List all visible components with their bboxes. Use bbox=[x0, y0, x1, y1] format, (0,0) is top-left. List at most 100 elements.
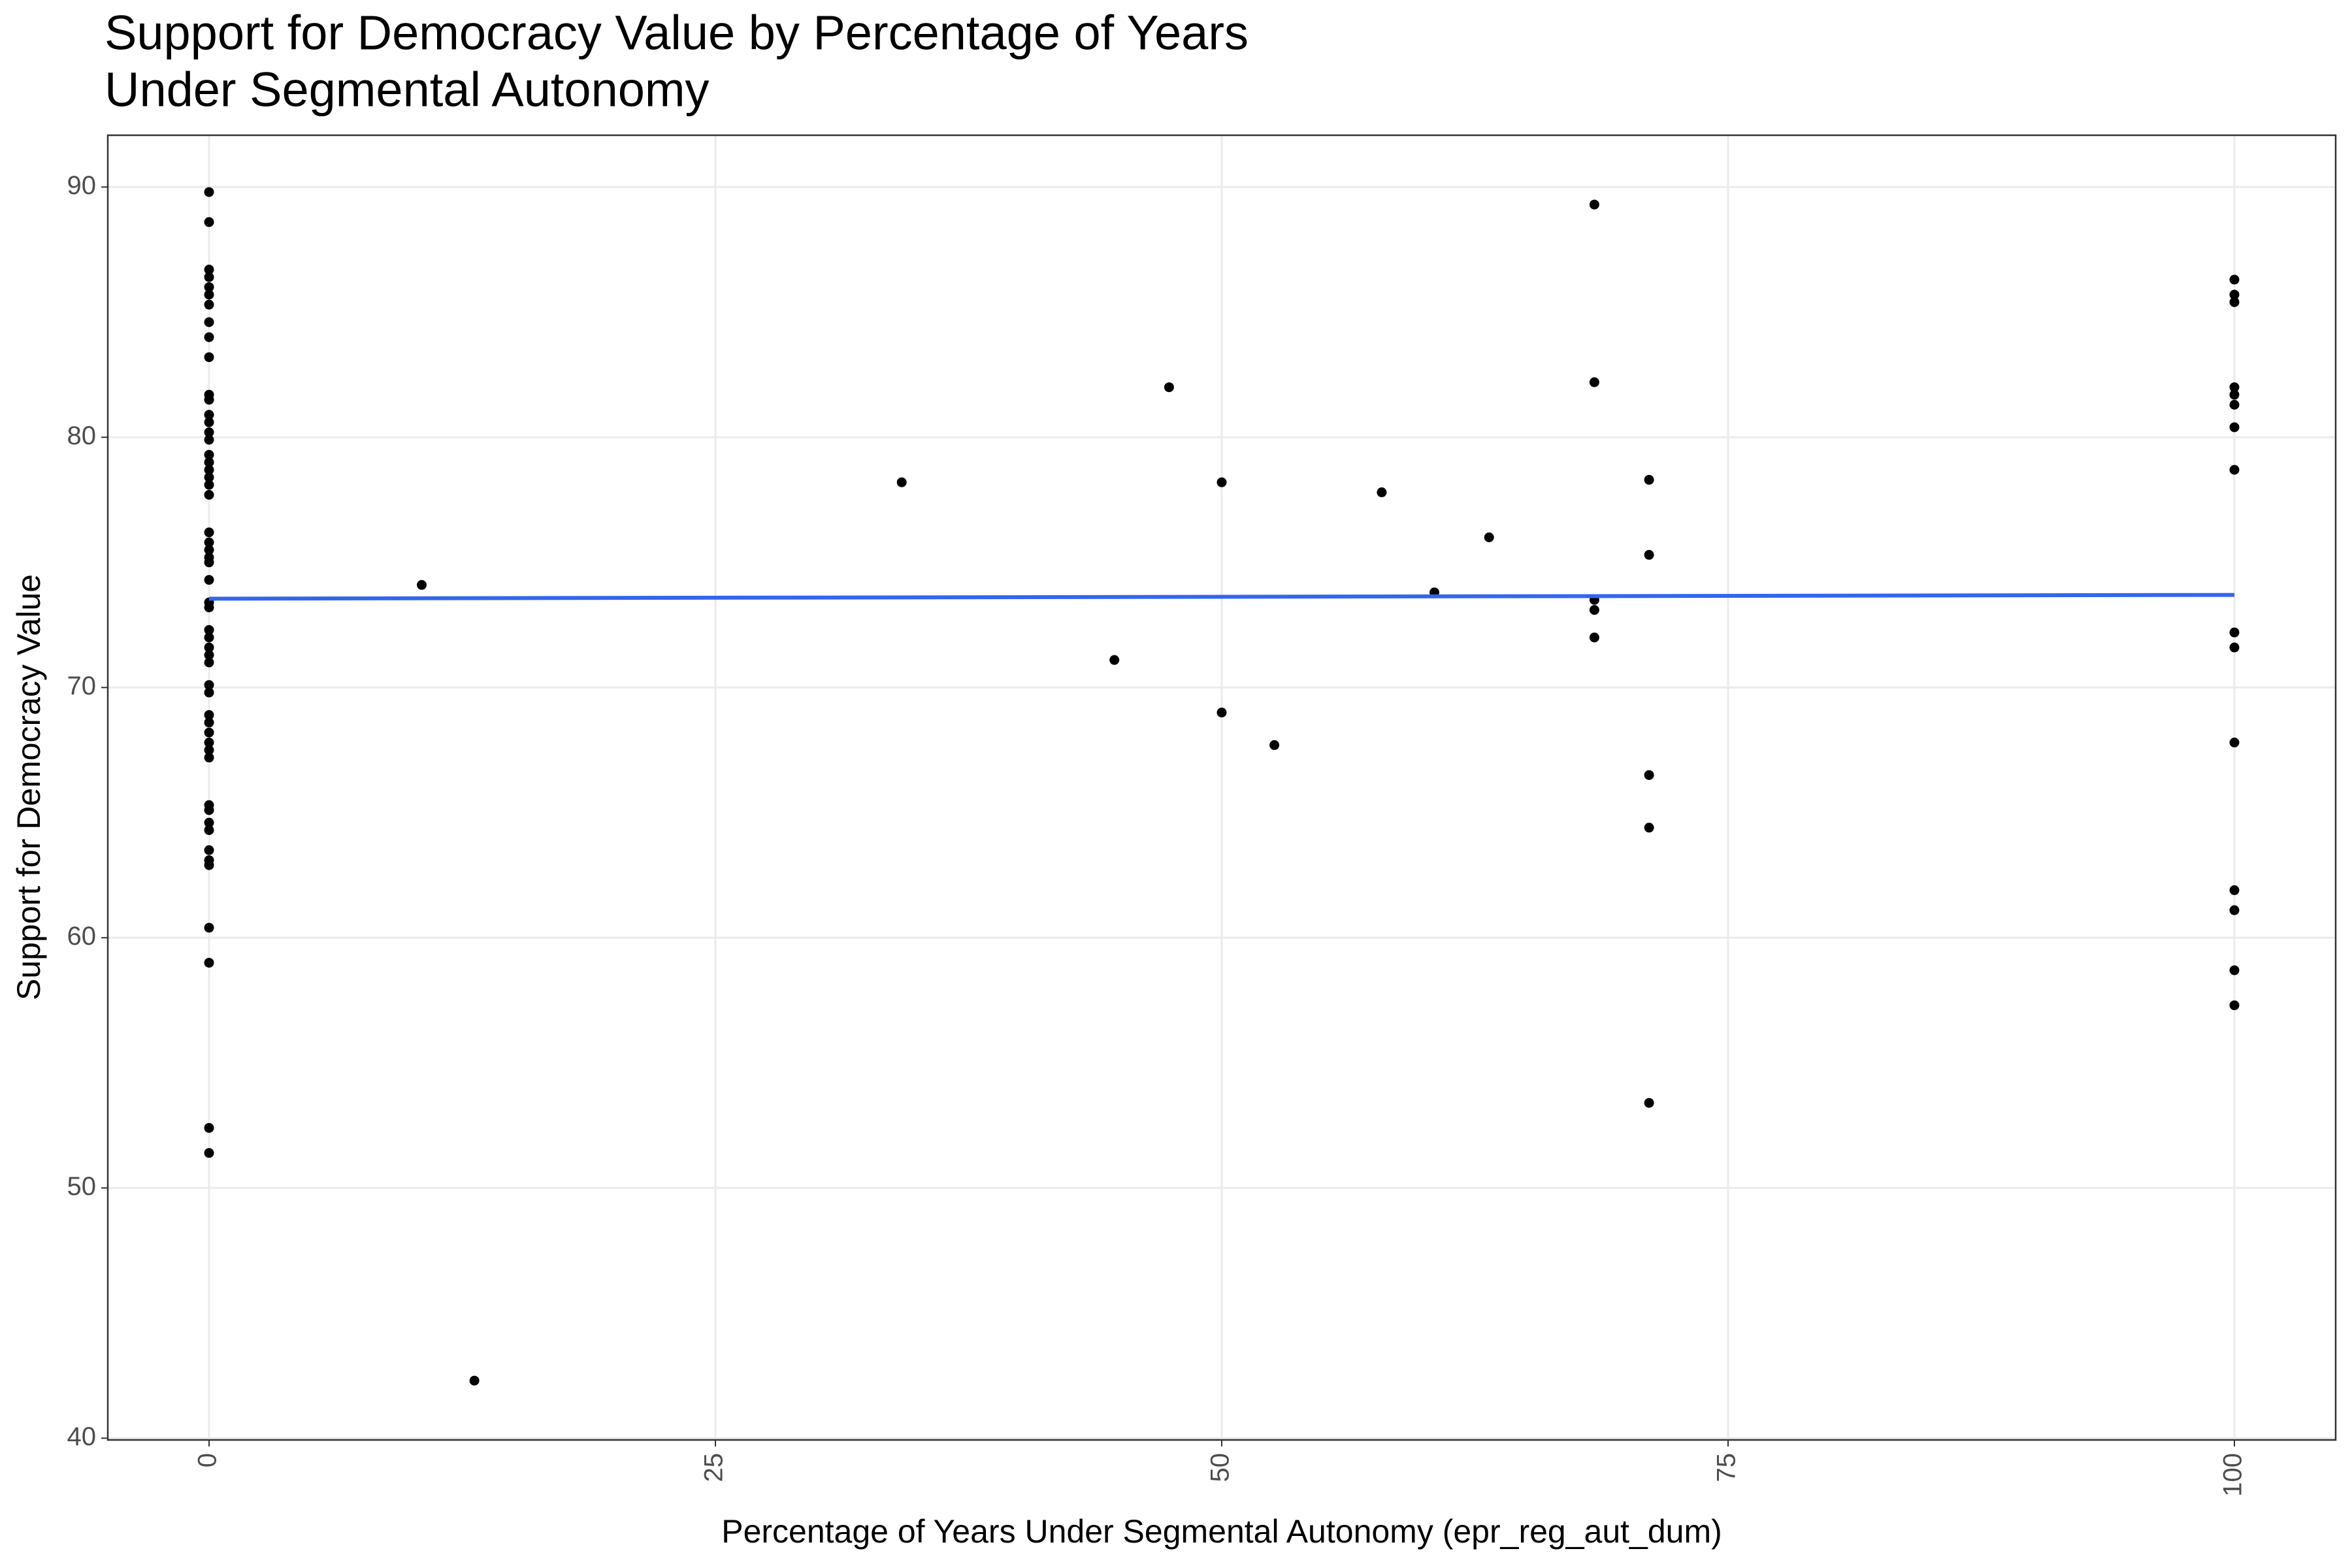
point bbox=[1377, 487, 1387, 498]
point bbox=[204, 687, 214, 698]
point bbox=[204, 417, 214, 427]
point bbox=[2229, 422, 2240, 433]
point bbox=[1644, 549, 1654, 560]
point bbox=[1217, 477, 1227, 487]
y-tick-label: 40 bbox=[67, 1422, 97, 1451]
y-tick-label: 70 bbox=[67, 672, 97, 700]
point bbox=[204, 650, 214, 661]
x-tick-label: 50 bbox=[1206, 1453, 1235, 1482]
point bbox=[204, 352, 214, 363]
point bbox=[2229, 905, 2240, 915]
point bbox=[204, 717, 214, 728]
point bbox=[204, 427, 214, 438]
x-tick-label: 100 bbox=[2219, 1453, 2247, 1497]
point bbox=[2229, 642, 2240, 653]
point bbox=[204, 395, 214, 405]
point bbox=[204, 317, 214, 327]
point bbox=[204, 457, 214, 468]
x-tick-label: 0 bbox=[193, 1453, 222, 1467]
point bbox=[204, 465, 214, 475]
point bbox=[1217, 708, 1227, 718]
point bbox=[204, 449, 214, 460]
point bbox=[204, 557, 214, 568]
y-axis-title: Support for Democracy Value bbox=[10, 574, 47, 1000]
point bbox=[1589, 605, 1599, 615]
point bbox=[204, 289, 214, 300]
point bbox=[204, 958, 214, 968]
point bbox=[204, 217, 214, 227]
point bbox=[469, 1375, 480, 1386]
panel-border bbox=[106, 134, 2337, 1441]
trend-line bbox=[208, 593, 2235, 601]
point bbox=[2229, 465, 2240, 475]
point bbox=[204, 642, 214, 653]
chart-title: Support for Democracy Value by Percentag… bbox=[105, 6, 1249, 60]
point bbox=[204, 527, 214, 538]
point bbox=[204, 602, 214, 613]
point bbox=[204, 825, 214, 836]
point bbox=[1164, 382, 1174, 393]
point bbox=[2229, 885, 2240, 896]
point bbox=[204, 817, 214, 828]
point bbox=[2229, 399, 2240, 410]
x-axis-title: Percentage of Years Under Segmental Auto… bbox=[721, 1513, 1722, 1550]
chart-title: Under Segmental Autonomy bbox=[105, 63, 710, 117]
point bbox=[2229, 738, 2240, 748]
point bbox=[2229, 297, 2240, 307]
point bbox=[204, 745, 214, 755]
point bbox=[1589, 632, 1599, 643]
point bbox=[1644, 474, 1654, 485]
point bbox=[204, 710, 214, 720]
point bbox=[204, 575, 214, 585]
point bbox=[204, 332, 214, 342]
point bbox=[204, 545, 214, 555]
point bbox=[1644, 1098, 1654, 1108]
point bbox=[204, 187, 214, 197]
point bbox=[2229, 289, 2240, 300]
point bbox=[204, 282, 214, 292]
point bbox=[1269, 740, 1280, 750]
point bbox=[1589, 199, 1599, 210]
point bbox=[204, 1148, 214, 1158]
y-tick-label: 50 bbox=[67, 1172, 97, 1201]
point bbox=[204, 679, 214, 690]
point bbox=[204, 1122, 214, 1133]
point bbox=[204, 625, 214, 635]
point bbox=[204, 434, 214, 445]
point bbox=[204, 480, 214, 490]
point bbox=[1589, 377, 1599, 387]
point bbox=[1109, 655, 1120, 665]
point bbox=[204, 537, 214, 547]
point bbox=[204, 845, 214, 855]
point bbox=[2229, 274, 2240, 285]
point bbox=[2229, 1000, 2240, 1011]
x-tick-label: 25 bbox=[700, 1453, 728, 1482]
point bbox=[204, 265, 214, 275]
point bbox=[1484, 532, 1494, 542]
y-tick-label: 90 bbox=[67, 171, 97, 200]
point bbox=[2229, 389, 2240, 400]
point bbox=[204, 738, 214, 748]
point bbox=[896, 477, 907, 487]
point bbox=[1644, 770, 1654, 780]
point bbox=[204, 727, 214, 738]
point bbox=[204, 299, 214, 310]
point bbox=[204, 410, 214, 420]
point bbox=[204, 472, 214, 483]
point bbox=[204, 489, 214, 500]
point bbox=[417, 580, 427, 590]
point bbox=[204, 632, 214, 643]
point bbox=[204, 272, 214, 282]
point bbox=[204, 860, 214, 870]
point bbox=[204, 805, 214, 815]
point bbox=[204, 657, 214, 668]
point bbox=[204, 753, 214, 763]
point bbox=[2229, 627, 2240, 638]
point bbox=[2229, 965, 2240, 975]
y-tick-label: 80 bbox=[67, 421, 97, 450]
point bbox=[1644, 823, 1654, 833]
x-tick-label: 75 bbox=[1712, 1453, 1741, 1482]
